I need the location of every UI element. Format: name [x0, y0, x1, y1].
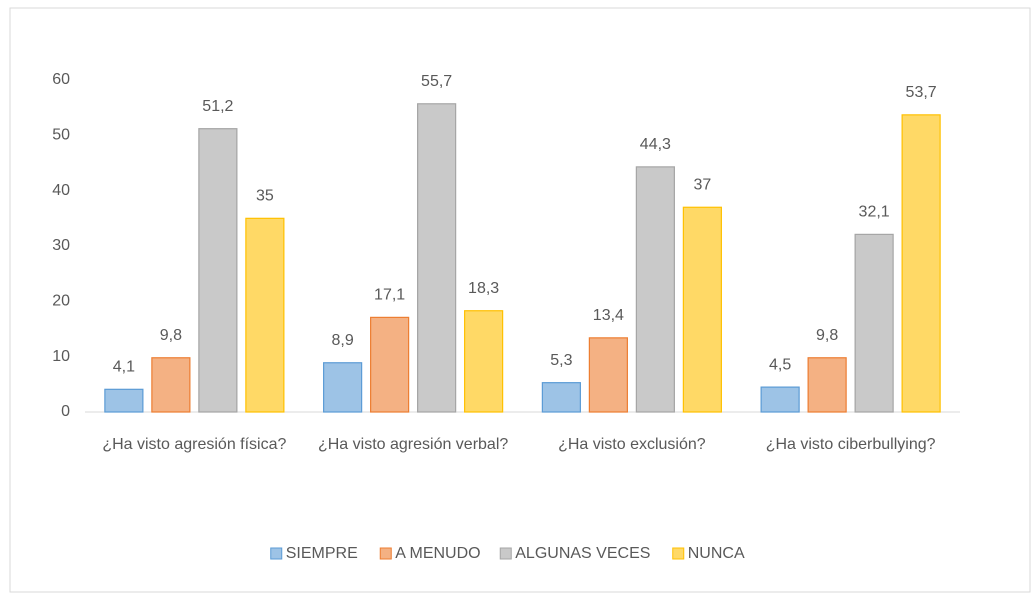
bar	[807, 357, 847, 413]
data-label: 51,2	[202, 98, 233, 115]
x-tick-label: ¿Ha visto agresión física?	[102, 436, 287, 453]
y-tick-label: 30	[52, 237, 70, 254]
data-label: 44,3	[640, 136, 671, 153]
y-tick-label: 60	[52, 71, 70, 88]
bar	[323, 362, 363, 413]
bar	[635, 166, 675, 413]
data-label: 18,3	[468, 280, 499, 297]
data-label: 9,8	[160, 327, 182, 344]
legend-label: NUNCA	[688, 545, 745, 562]
data-label: 8,9	[332, 332, 354, 349]
y-tick-label: 40	[52, 182, 70, 199]
data-label: 35	[256, 188, 274, 205]
legend-swatch	[379, 547, 392, 560]
legend-label: SIEMPRE	[286, 545, 358, 562]
bar	[464, 310, 504, 413]
data-label: 9,8	[816, 327, 838, 344]
legend-label: ALGUNAS VECES	[515, 545, 650, 562]
bar	[760, 386, 800, 413]
y-tick-label: 50	[52, 127, 70, 144]
legend-swatch	[499, 547, 512, 560]
data-label: 17,1	[374, 287, 405, 304]
bar	[901, 114, 941, 413]
y-tick-label: 20	[52, 293, 70, 310]
x-tick-label: ¿Ha visto exclusión?	[558, 436, 706, 453]
bar	[245, 217, 285, 413]
legend-swatch	[270, 547, 283, 560]
data-label: 13,4	[593, 307, 624, 324]
y-tick-label: 10	[52, 348, 70, 365]
bar	[151, 357, 191, 413]
data-label: 53,7	[906, 84, 937, 101]
bar	[854, 233, 894, 413]
data-label: 32,1	[859, 204, 890, 221]
legend-label: A MENUDO	[395, 545, 480, 562]
data-label: 4,5	[769, 356, 791, 373]
x-tick-label: ¿Ha visto agresión verbal?	[317, 436, 509, 453]
bar	[104, 388, 144, 413]
bar	[198, 128, 238, 413]
x-tick-label: ¿Ha visto ciberbullying?	[765, 436, 936, 453]
chart-frame	[9, 7, 1031, 593]
legend-swatch	[672, 547, 685, 560]
bar	[417, 103, 457, 413]
bar	[370, 316, 410, 413]
data-label: 55,7	[421, 73, 452, 90]
bar	[588, 337, 628, 413]
data-label: 37	[693, 176, 711, 193]
bar	[541, 382, 581, 413]
data-label: 4,1	[113, 359, 135, 376]
data-label: 5,3	[550, 352, 572, 369]
y-tick-label: 0	[61, 403, 70, 420]
bar	[682, 206, 722, 413]
